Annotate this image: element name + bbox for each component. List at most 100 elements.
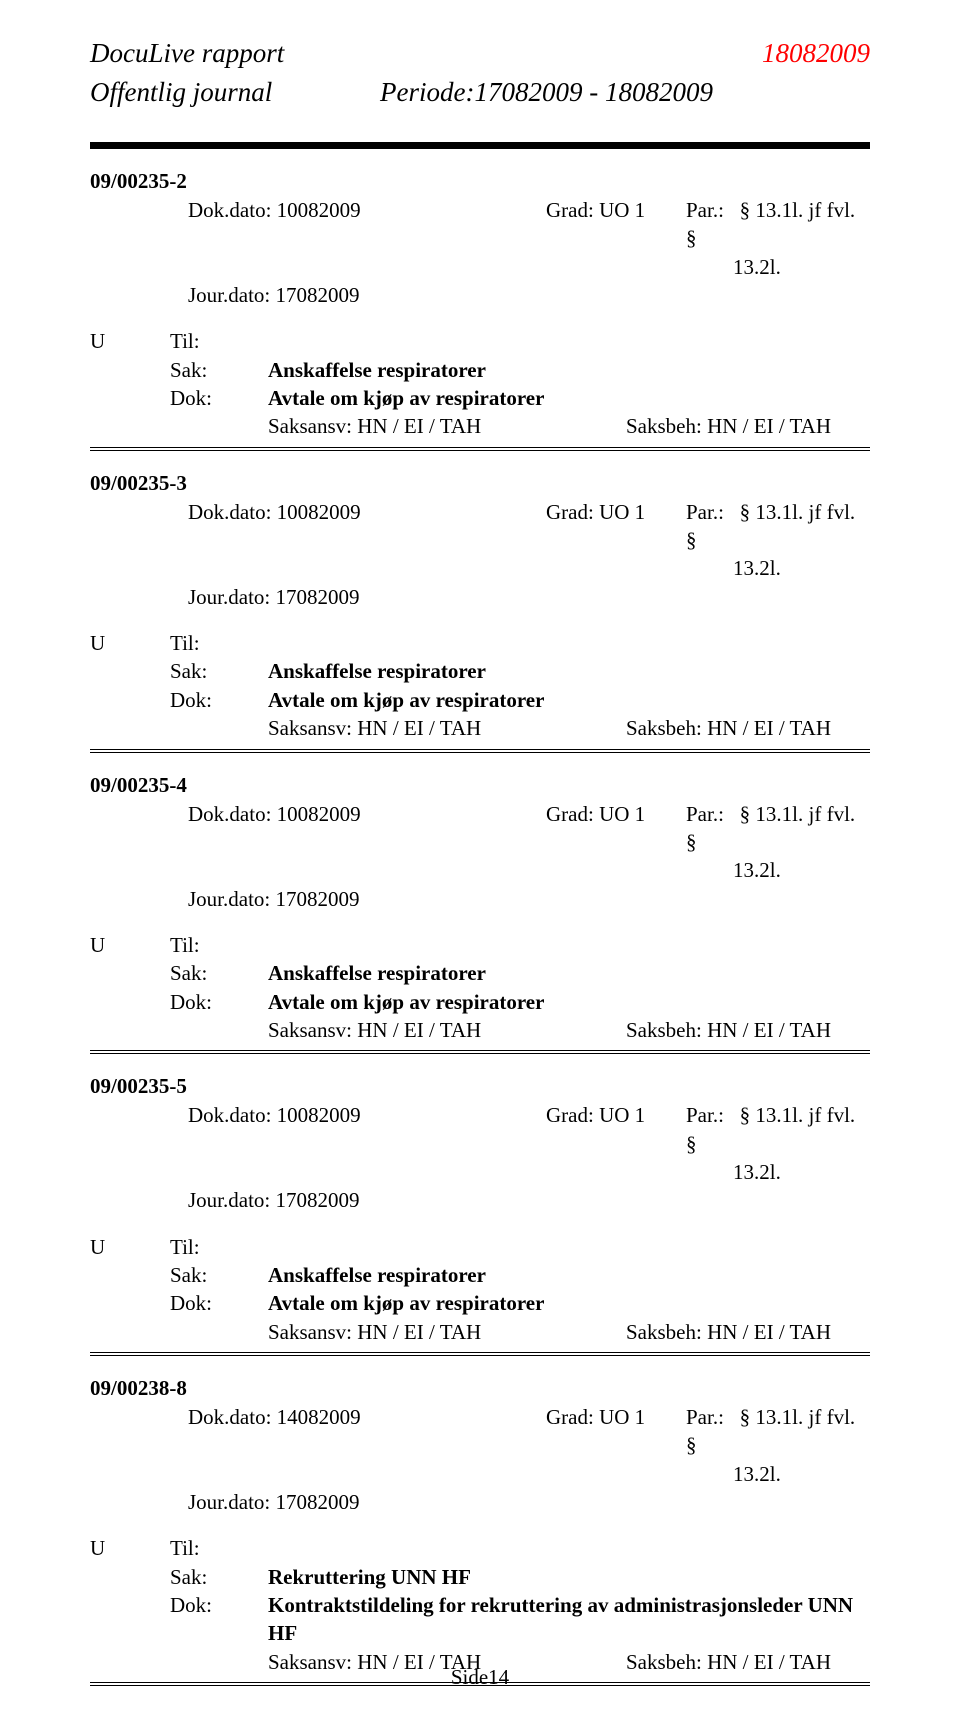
jour-dato: Jour.dato: 17082009 <box>188 281 870 309</box>
spacer <box>90 356 170 384</box>
spacer <box>546 856 686 884</box>
dok-value: Avtale om kjøp av respiratorer <box>268 384 870 412</box>
spacer <box>90 686 170 714</box>
saksansv: Saksansv: HN / EI / TAH <box>268 412 626 440</box>
spacer <box>90 384 170 412</box>
til-label: Til: <box>170 1233 870 1261</box>
til-label: Til: <box>170 629 870 657</box>
spacer <box>90 1215 870 1233</box>
sak-value: Anskaffelse respiratorer <box>268 1261 870 1289</box>
saksbeh: Saksbeh: HN / EI / TAH <box>626 714 870 742</box>
direction-row: UTil: <box>90 629 870 657</box>
dokdato-content: Dok.dato: 10082009Grad: UO 1Par.: § 13.1… <box>188 800 870 885</box>
indent <box>90 281 188 309</box>
til-label: Til: <box>170 1534 870 1562</box>
spacer <box>546 253 686 281</box>
report-date: 18082009 <box>762 38 870 69</box>
sak-value: Rekruttering UNN HF <box>268 1563 870 1591</box>
dok-label: Dok: <box>170 988 268 1016</box>
report-period: Periode:17082009 - 18082009 <box>380 77 713 108</box>
entries-container: 09/00235-2Dok.dato: 10082009Grad: UO 1Pa… <box>90 169 870 1686</box>
spacer <box>546 1460 686 1488</box>
page-footer: Side14 <box>0 1665 960 1690</box>
sak-label: Sak: <box>170 657 268 685</box>
dok-row: Dok:Avtale om kjøp av respiratorer <box>90 1289 870 1317</box>
par: Par.: § 13.1l. jf fvl. § <box>686 498 870 555</box>
spacer <box>90 1563 170 1591</box>
dok-row: Dok:Kontraktstildeling for rekruttering … <box>90 1591 870 1648</box>
grad: Grad: UO 1 <box>546 196 686 253</box>
spacer <box>170 714 268 742</box>
entry-rule <box>90 752 870 753</box>
spacer <box>188 856 546 884</box>
grad: Grad: UO 1 <box>546 800 686 857</box>
dok-dato: Dok.dato: 10082009 <box>188 498 546 555</box>
indent <box>90 583 188 611</box>
dok-row: Dok:Avtale om kjøp av respiratorer <box>90 686 870 714</box>
direction: U <box>90 1233 170 1261</box>
header-rule-thin <box>90 148 870 149</box>
saksansv: Saksansv: HN / EI / TAH <box>268 1016 626 1044</box>
spacer <box>90 611 870 629</box>
entry-rule <box>90 749 870 750</box>
dokdato-row: Dok.dato: 10082009Grad: UO 1Par.: § 13.1… <box>90 1101 870 1186</box>
saks-row: Saksansv: HN / EI / TAHSaksbeh: HN / EI … <box>90 1318 870 1346</box>
direction-row: UTil: <box>90 1233 870 1261</box>
spacer <box>90 959 170 987</box>
entry-rule <box>90 1355 870 1356</box>
spacer <box>188 253 546 281</box>
spacer <box>188 1460 546 1488</box>
report-title: DocuLive rapport <box>90 38 284 69</box>
direction-row: UTil: <box>90 1534 870 1562</box>
jour-dato: Jour.dato: 17082009 <box>188 583 870 611</box>
indent <box>90 1186 188 1214</box>
dok-dato: Dok.dato: 10082009 <box>188 196 546 253</box>
dokdato-row: Dok.dato: 14082009Grad: UO 1Par.: § 13.1… <box>90 1403 870 1488</box>
sak-value: Anskaffelse respiratorer <box>268 657 870 685</box>
spacer <box>90 1289 170 1317</box>
spacer <box>90 988 170 1016</box>
spacer <box>90 1591 170 1648</box>
spacer <box>170 412 268 440</box>
sak-row: Sak:Rekruttering UNN HF <box>90 1563 870 1591</box>
dok-dato: Dok.dato: 14082009 <box>188 1403 546 1460</box>
spacer <box>170 1318 268 1346</box>
sak-row: Sak:Anskaffelse respiratorer <box>90 1261 870 1289</box>
sak-row: Sak:Anskaffelse respiratorer <box>90 356 870 384</box>
case-id: 09/00235-2 <box>90 169 870 194</box>
spacer <box>188 554 546 582</box>
par-line2: 13.2l. <box>686 856 870 884</box>
case-id: 09/00235-5 <box>90 1074 870 1099</box>
direction: U <box>90 1534 170 1562</box>
report-subtitle: Offentlig journal <box>90 77 380 108</box>
indent <box>90 800 188 885</box>
jour-dato: Jour.dato: 17082009 <box>188 885 870 913</box>
spacer <box>90 309 870 327</box>
dok-dato: Dok.dato: 10082009 <box>188 800 546 857</box>
saks-content: Saksansv: HN / EI / TAHSaksbeh: HN / EI … <box>268 714 870 742</box>
spacer <box>546 554 686 582</box>
header-row-2: Offentlig journal Periode:17082009 - 180… <box>90 77 870 108</box>
par-line2: 13.2l. <box>686 554 870 582</box>
dok-dato: Dok.dato: 10082009 <box>188 1101 546 1158</box>
til-label: Til: <box>170 327 870 355</box>
grad: Grad: UO 1 <box>546 1101 686 1158</box>
dok-label: Dok: <box>170 1289 268 1317</box>
spacer <box>90 1261 170 1289</box>
par: Par.: § 13.1l. jf fvl. § <box>686 1403 870 1460</box>
entry-rule <box>90 447 870 448</box>
sak-value: Anskaffelse respiratorer <box>268 356 870 384</box>
saksbeh: Saksbeh: HN / EI / TAH <box>626 1318 870 1346</box>
entry-rule <box>90 1053 870 1054</box>
case-id: 09/00235-3 <box>90 471 870 496</box>
entry-rule <box>90 1352 870 1353</box>
par-line2: 13.2l. <box>686 1460 870 1488</box>
indent <box>90 498 188 583</box>
case-id: 09/00235-4 <box>90 773 870 798</box>
page-number: Side14 <box>451 1665 509 1689</box>
saks-row: Saksansv: HN / EI / TAHSaksbeh: HN / EI … <box>90 1016 870 1044</box>
sak-value: Anskaffelse respiratorer <box>268 959 870 987</box>
par-line2: 13.2l. <box>686 1158 870 1186</box>
dok-value: Avtale om kjøp av respiratorer <box>268 988 870 1016</box>
grad: Grad: UO 1 <box>546 1403 686 1460</box>
